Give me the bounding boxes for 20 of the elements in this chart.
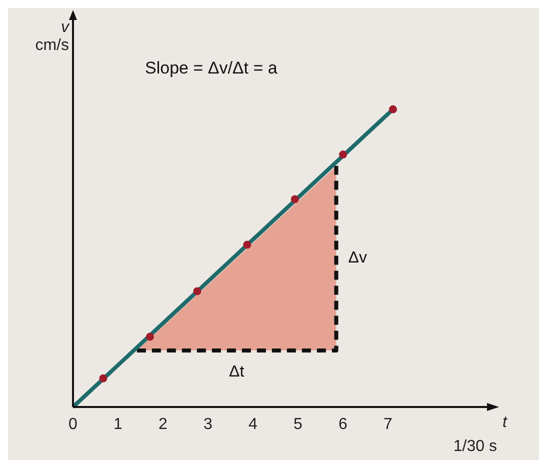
x-tick-label: 0 [68, 416, 78, 433]
point [146, 332, 154, 341]
x-tick-label: 1 [114, 416, 123, 433]
point [388, 105, 397, 114]
x-tick-label: 2 [158, 416, 168, 433]
point [193, 287, 202, 296]
point [243, 240, 252, 249]
text: Slope = Δv/Δt = a [145, 58, 278, 78]
point [339, 150, 347, 159]
x-tick-label: 7 [384, 416, 393, 433]
y-axis-title: v cm/s [35, 19, 70, 54]
x-tick-label: 6 [338, 416, 348, 433]
x-tick-label: 4 [248, 416, 258, 433]
annotation: Δv [348, 249, 367, 266]
x-axis-title: t 1/30 s [453, 414, 508, 455]
x-tick-label: 5 [294, 416, 303, 433]
annotation: Δt [229, 363, 245, 380]
point [99, 374, 108, 382]
x-tick-label: 3 [204, 416, 213, 433]
point [290, 195, 299, 204]
